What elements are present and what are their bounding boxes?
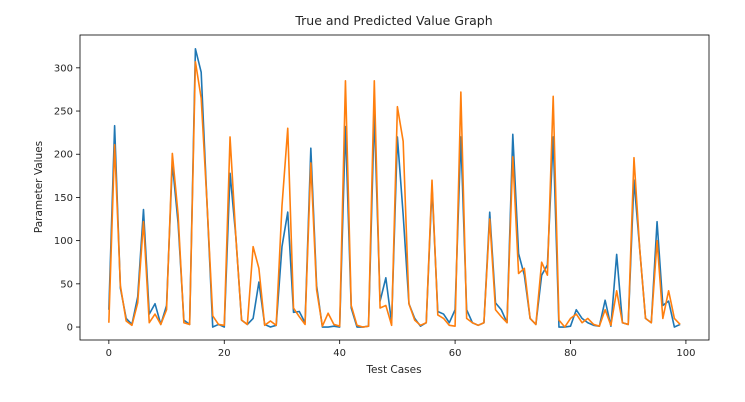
- x-tick-label: 60: [449, 348, 462, 359]
- x-tick-label: 0: [106, 348, 112, 359]
- x-tick-label: 100: [676, 348, 695, 359]
- y-axis-ticks: 0 50 100 150 200 250 300: [54, 63, 80, 334]
- x-tick-label: 20: [218, 348, 231, 359]
- y-tick-label: 50: [60, 279, 73, 290]
- x-axis-label: Test Cases: [365, 364, 421, 376]
- chart-title: True and Predicted Value Graph: [294, 13, 492, 28]
- x-axis-ticks: 0 20 40 60 80 100: [106, 340, 695, 359]
- y-tick-label: 100: [54, 236, 73, 247]
- y-tick-label: 300: [54, 63, 73, 74]
- y-axis-label: Parameter Values: [33, 141, 45, 233]
- x-tick-label: 80: [564, 348, 577, 359]
- plot-lines: [108, 48, 681, 328]
- y-tick-label: 250: [54, 107, 73, 118]
- x-tick-label: 40: [333, 348, 346, 359]
- y-tick-label: 150: [54, 193, 73, 204]
- y-tick-label: 0: [67, 323, 73, 334]
- plot-frame: [79, 34, 710, 341]
- series-line-2: [108, 60, 681, 328]
- y-tick-label: 200: [54, 150, 73, 161]
